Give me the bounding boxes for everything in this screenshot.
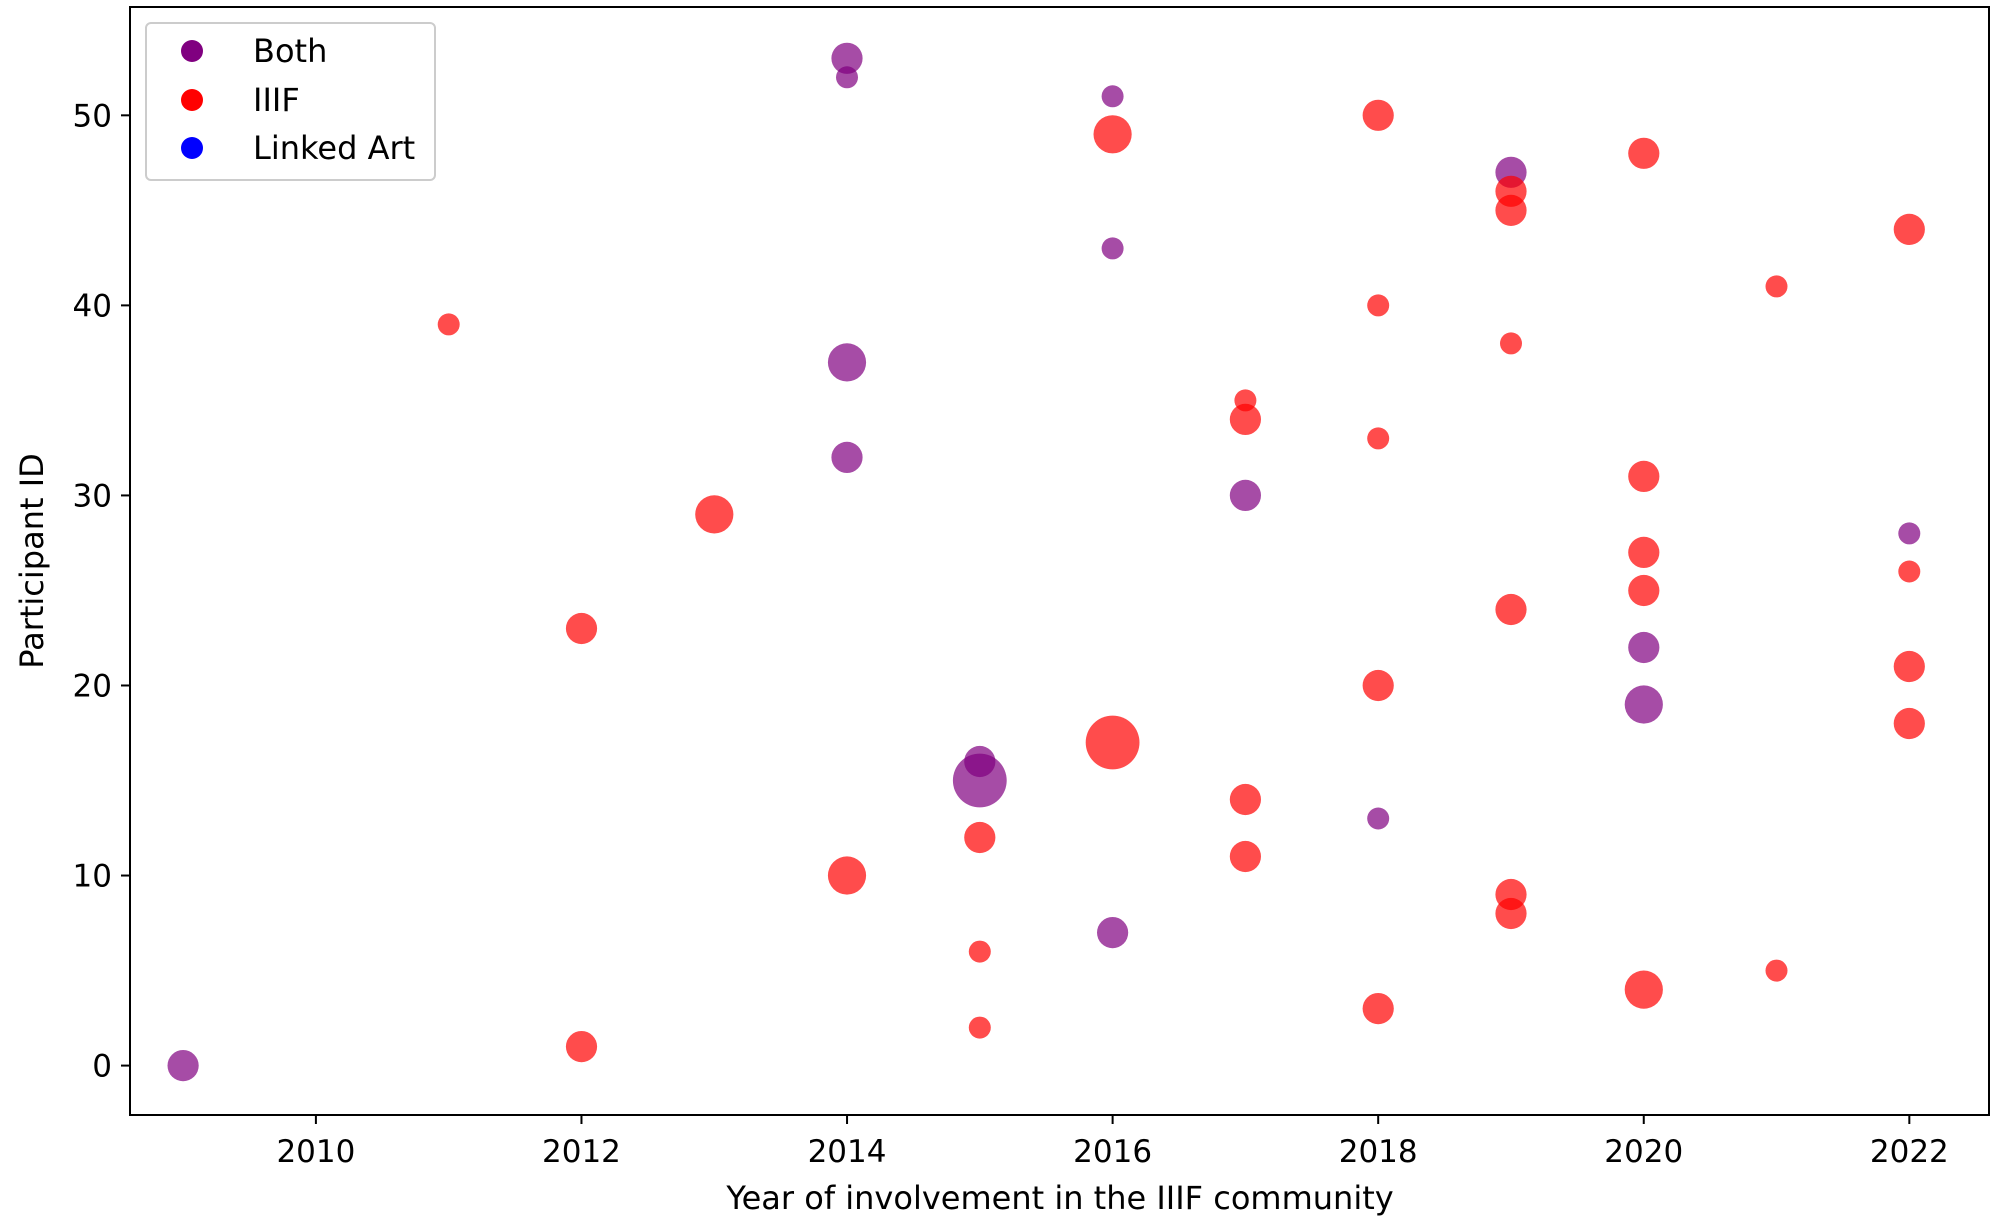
x-tick-label-2010: 2010 <box>276 1134 355 1170</box>
data-point-iiif-48 <box>1628 137 1660 169</box>
points-layer <box>167 42 1925 1082</box>
y-tick-label-10: 10 <box>73 859 112 895</box>
data-point-iiif-41 <box>1765 275 1788 298</box>
data-point-iiif-10 <box>827 856 867 895</box>
data-point-iiif-31 <box>1628 460 1660 492</box>
y-tick-label-50: 50 <box>73 98 112 134</box>
data-point-both-32 <box>831 441 863 473</box>
data-point-iiif-33 <box>1367 427 1390 450</box>
data-point-iiif-26 <box>1898 560 1921 583</box>
x-tick-label-2018: 2018 <box>1339 1134 1418 1170</box>
data-point-iiif-46 <box>1495 175 1527 207</box>
plot-frame <box>129 6 1990 1116</box>
data-point-both-13 <box>1367 807 1390 830</box>
data-point-iiif-3 <box>1362 993 1394 1025</box>
data-point-both-30 <box>1229 479 1261 511</box>
data-point-both-19 <box>1624 685 1663 724</box>
x-axis-label: Year of involvement in the IIIF communit… <box>725 1179 1393 1217</box>
data-point-iiif-34 <box>1229 403 1261 435</box>
legend-box <box>145 22 436 181</box>
y-axis: 0 10 20 30 40 50 <box>73 98 130 1085</box>
data-point-both-53 <box>831 42 863 74</box>
data-point-iiif-39 <box>437 313 460 336</box>
data-point-iiif-49 <box>1093 115 1132 154</box>
data-point-iiif-9 <box>1495 878 1527 911</box>
data-point-iiif-17 <box>1085 715 1140 770</box>
data-point-iiif-4 <box>1624 970 1663 1009</box>
data-point-both-0 <box>167 1050 199 1082</box>
y-tick-label-30: 30 <box>73 478 112 514</box>
data-point-iiif-40 <box>1367 294 1390 317</box>
data-point-iiif-24 <box>1495 593 1527 626</box>
data-point-iiif-6 <box>968 940 991 963</box>
data-point-iiif-11 <box>1229 840 1261 873</box>
data-point-iiif-18 <box>1893 707 1925 740</box>
data-point-iiif-29 <box>695 495 734 534</box>
data-point-iiif-23 <box>565 612 598 645</box>
y-axis-label: Participant ID <box>13 453 51 669</box>
data-point-iiif-38 <box>1500 332 1522 355</box>
legend-label-both: Both <box>253 32 327 70</box>
legend-label-iiif: IIIF <box>253 81 300 119</box>
legend: Both IIIF Linked Art <box>145 22 436 181</box>
data-point-iiif-21 <box>1893 650 1925 683</box>
data-point-iiif-14 <box>1229 783 1261 816</box>
y-tick-label-0: 0 <box>92 1049 112 1085</box>
data-point-iiif-5 <box>1765 959 1788 982</box>
data-point-both-7 <box>1097 917 1129 949</box>
data-point-iiif-12 <box>964 821 996 854</box>
legend-label-linked-art: Linked Art <box>253 129 415 167</box>
data-point-both-16 <box>964 745 996 778</box>
y-tick-label-20: 20 <box>73 668 112 704</box>
legend-marker-both <box>181 40 203 62</box>
data-point-both-51 <box>1101 85 1124 108</box>
x-tick-label-2022: 2022 <box>1870 1134 1949 1170</box>
x-tick-label-2012: 2012 <box>542 1134 621 1170</box>
legend-marker-iiif <box>181 89 203 111</box>
data-point-iiif-44 <box>1893 213 1925 245</box>
data-point-iiif-20 <box>1362 669 1394 702</box>
plot-area <box>130 7 1989 1115</box>
data-point-both-43 <box>1101 237 1124 260</box>
data-point-both-37 <box>827 343 867 382</box>
x-tick-label-2014: 2014 <box>808 1134 887 1170</box>
data-point-iiif-25 <box>1628 574 1660 607</box>
data-point-iiif-50 <box>1362 99 1394 131</box>
data-point-iiif-35 <box>1234 389 1257 412</box>
data-point-iiif-2 <box>968 1016 991 1039</box>
x-tick-label-2020: 2020 <box>1604 1134 1683 1170</box>
x-tick-label-2016: 2016 <box>1073 1134 1152 1170</box>
x-axis: 2010 2012 2014 2016 2018 2020 2022 <box>276 1115 1949 1170</box>
y-tick-label-40: 40 <box>73 288 112 324</box>
legend-marker-linked-art <box>181 137 203 159</box>
data-point-iiif-1 <box>565 1031 598 1063</box>
data-point-both-22 <box>1628 631 1660 664</box>
data-point-both-28 <box>1898 522 1921 545</box>
data-point-iiif-27 <box>1628 536 1660 569</box>
